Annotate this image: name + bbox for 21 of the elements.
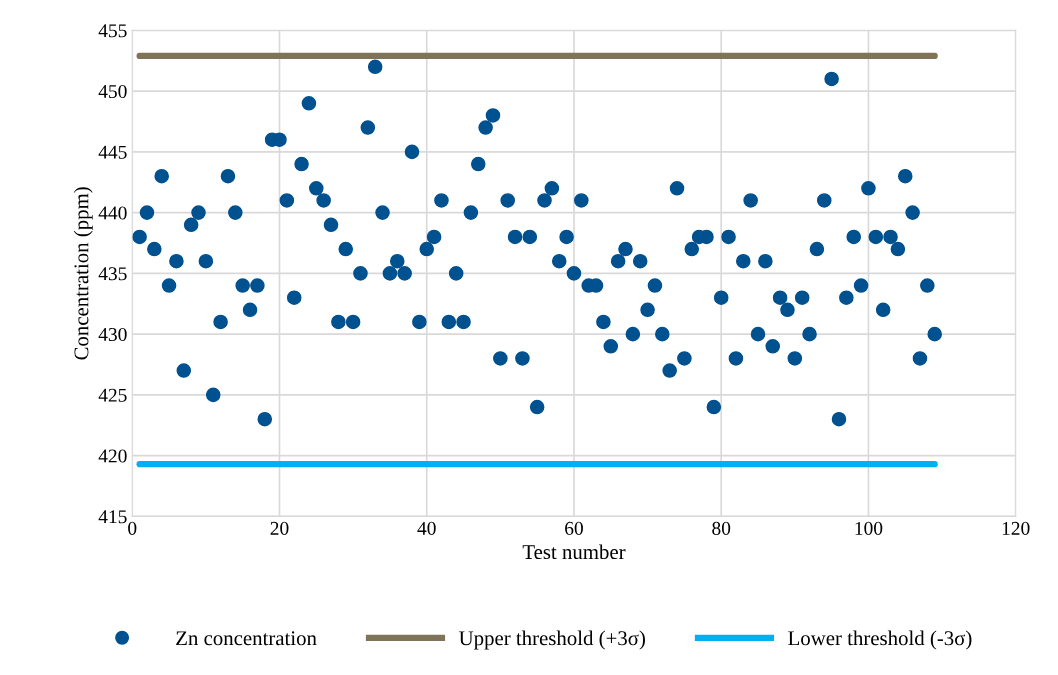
y-tick-label: 445 <box>98 145 127 159</box>
x-tick-label: 20 <box>270 521 289 535</box>
y-tick-label: 415 <box>98 510 127 524</box>
legend-label: Zn concentration <box>176 631 317 646</box>
legend-label: Upper threshold (+3σ) <box>459 630 645 650</box>
y-tick-label: 440 <box>98 206 127 220</box>
y-tick-label: 420 <box>98 449 127 463</box>
legend-label: Lower threshold (-3σ) <box>788 630 972 650</box>
y-axis-title: Concentration (ppm) <box>73 187 93 360</box>
y-tick-label: 450 <box>98 84 127 99</box>
y-tick-label: 425 <box>98 388 127 402</box>
x-tick-label: 100 <box>855 521 883 535</box>
x-axis-title: Test number <box>522 544 626 560</box>
x-tick-label: 40 <box>417 521 436 535</box>
x-tick-label: 80 <box>712 521 731 535</box>
y-tick-label: 435 <box>98 267 127 281</box>
x-tick-label: 120 <box>1002 521 1030 535</box>
x-tick-label: 60 <box>565 521 583 535</box>
y-tick-label: 455 <box>98 24 127 38</box>
y-tick-label: 430 <box>98 327 127 342</box>
x-tick-label: 0 <box>128 521 137 535</box>
